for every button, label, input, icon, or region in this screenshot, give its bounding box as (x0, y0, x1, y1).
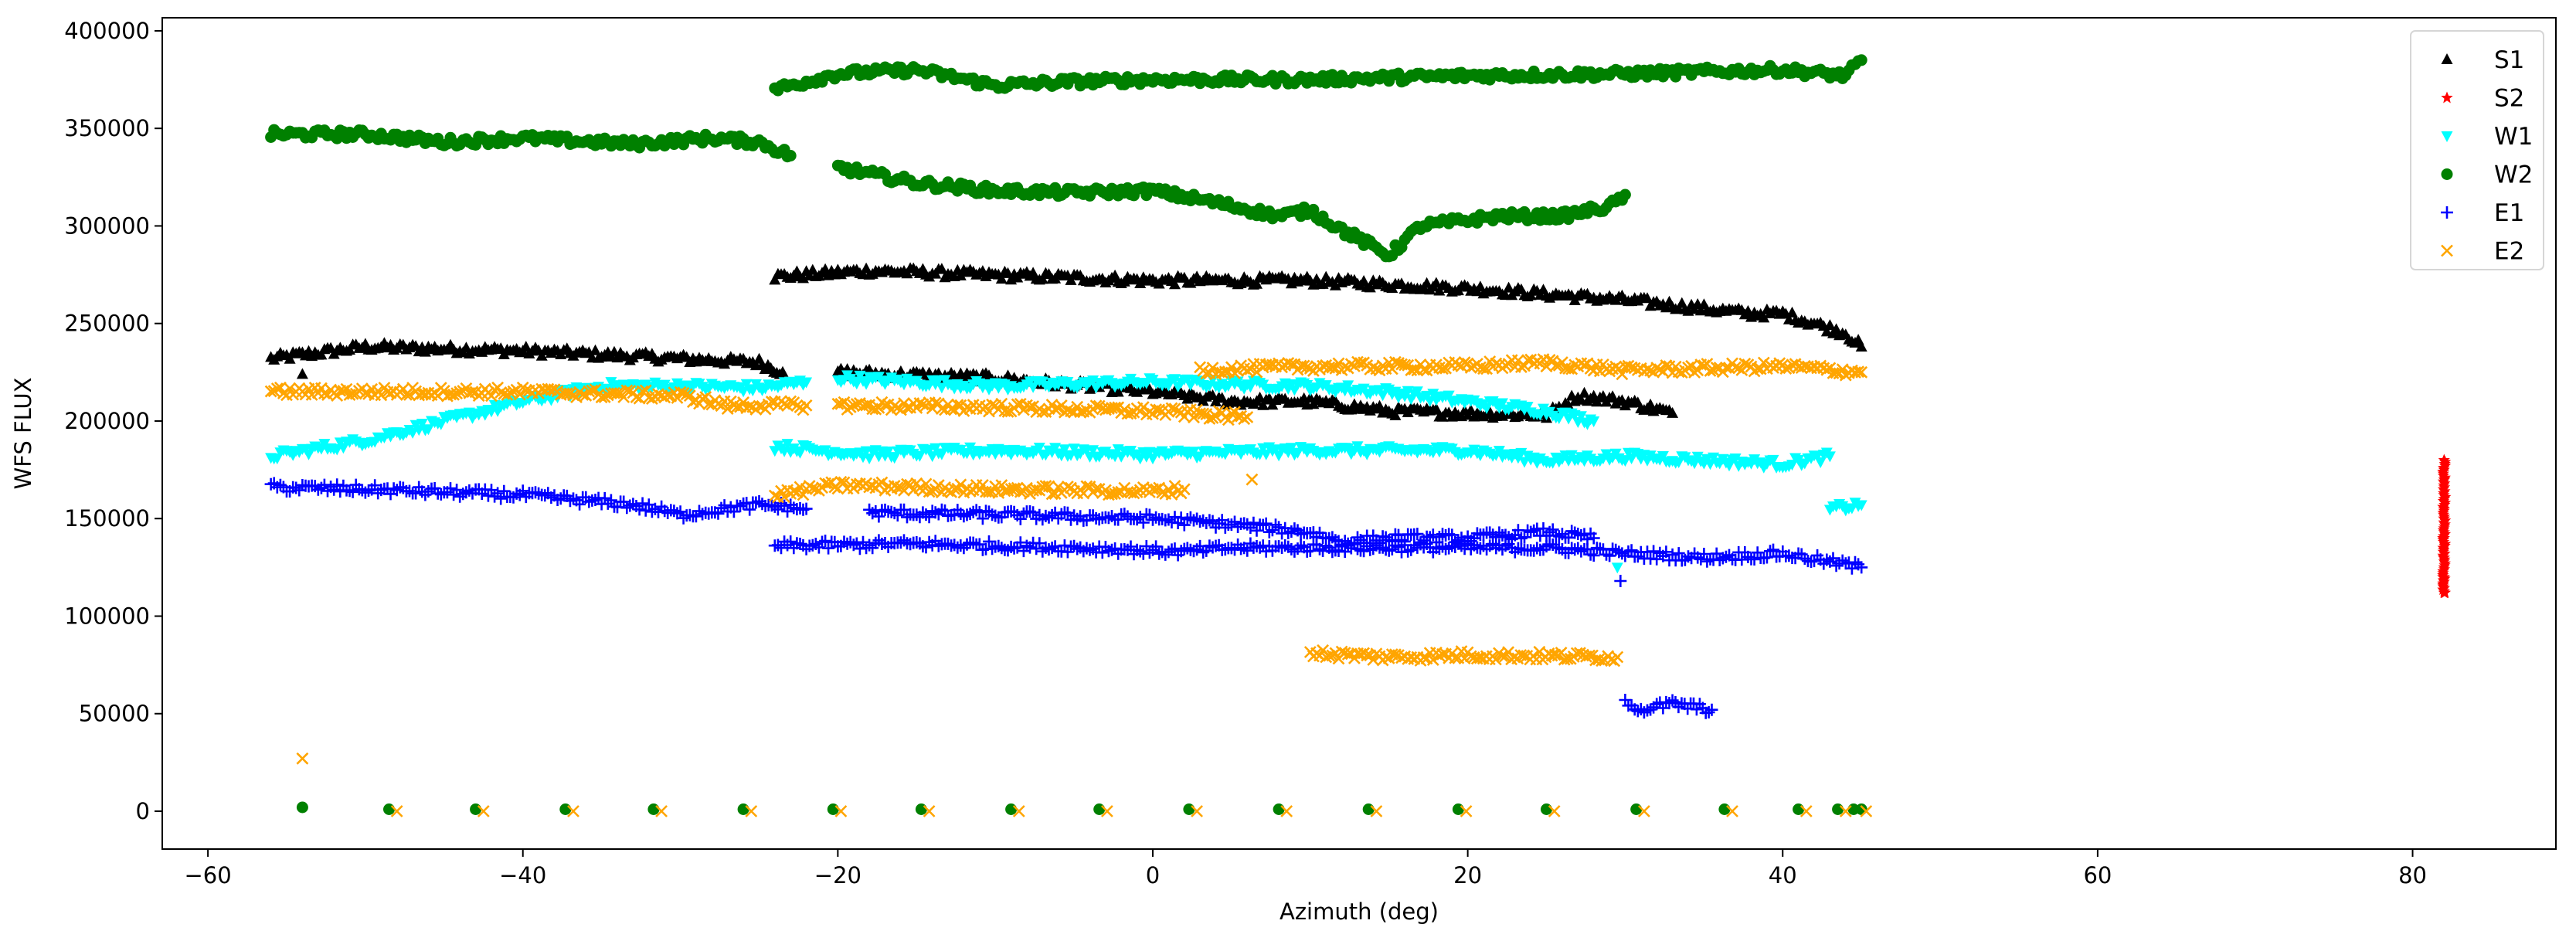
x-tick-label: −60 (185, 862, 232, 888)
w2-point (1793, 803, 1805, 815)
x-tick-label: 60 (2083, 862, 2112, 888)
w2-point (1832, 803, 1844, 815)
x-tick-label: 0 (1146, 862, 1160, 888)
y-tick-label: 50000 (79, 701, 150, 727)
legend-label-w2: W2 (2494, 161, 2533, 189)
w2-point (1630, 803, 1643, 815)
w2-point (296, 801, 308, 814)
w2-point (1855, 54, 1867, 66)
y-tick-label: 300000 (64, 212, 150, 239)
legend-label-e1: E1 (2494, 199, 2524, 227)
x-tick-label: −20 (814, 862, 861, 888)
x-tick-label: 40 (1769, 862, 1797, 888)
w2-point (827, 803, 839, 815)
y-tick-label: 350000 (64, 115, 150, 141)
w2-point (1541, 803, 1552, 815)
w2-point (1273, 803, 1285, 815)
legend-label-s2: S2 (2494, 85, 2524, 113)
legend-label-w1: W1 (2494, 123, 2533, 151)
y-tick-label: 100000 (64, 603, 150, 629)
w2-point (1183, 803, 1195, 815)
legend: S1 S2 W1 W2 E1 E2 (2410, 30, 2544, 270)
w2-point (559, 803, 572, 815)
x-axis: −60 −40 −20 0 20 40 60 80 (185, 849, 2427, 888)
w2-point (470, 803, 482, 815)
x-tick-label: −40 (499, 862, 546, 888)
w2-point (784, 150, 797, 161)
w2-point (915, 803, 927, 815)
w2-point (1619, 189, 1631, 201)
x-tick-label: 80 (2398, 862, 2427, 888)
w2-point (647, 803, 660, 815)
y-tick-label: 250000 (64, 311, 150, 337)
legend-label-e2: E2 (2494, 238, 2524, 266)
plot-frame (161, 17, 2557, 850)
w2-point (737, 803, 749, 815)
y-tick-label: 0 (136, 798, 150, 824)
w2-point (383, 803, 395, 815)
legend-label-s1: S1 (2494, 46, 2524, 74)
w2-point (1452, 803, 1464, 815)
y-tick-label: 200000 (64, 408, 150, 434)
w2-point (1362, 803, 1375, 815)
w2-point (1005, 803, 1018, 815)
y-axis: 0 50000 100000 150000 200000 250000 300000 3500… (64, 18, 162, 824)
y-axis-label: WFS FLUX (10, 378, 36, 490)
y-tick-label: 400000 (64, 18, 150, 44)
legend-marker-w2-icon (2441, 168, 2453, 180)
x-tick-label: 20 (1453, 862, 1482, 888)
y-tick-label: 150000 (64, 505, 150, 532)
w2-point (1718, 803, 1731, 815)
w2-point (1093, 803, 1106, 815)
legend-box (2410, 30, 2544, 270)
x-axis-label: Azimuth (deg) (1280, 899, 1439, 925)
